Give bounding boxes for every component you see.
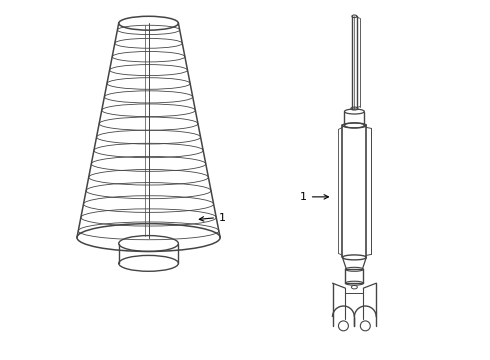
Text: 1: 1 [219,213,226,223]
Text: 1: 1 [300,192,307,202]
